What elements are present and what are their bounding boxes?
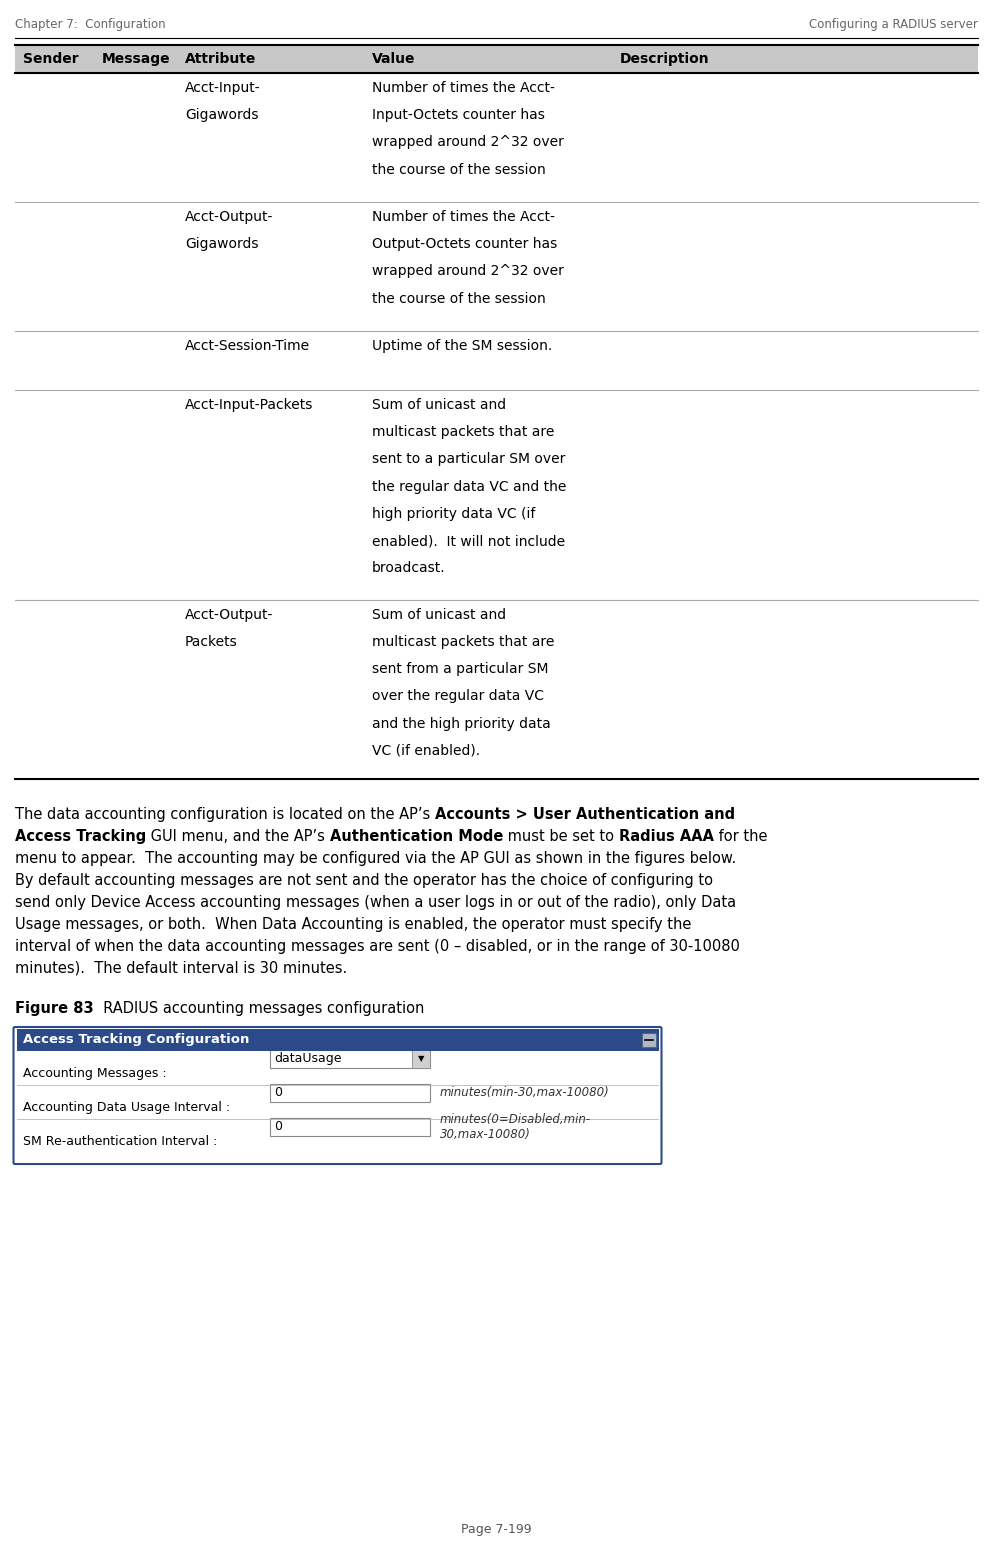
Text: Accounting Data Usage Interval :: Accounting Data Usage Interval : — [23, 1100, 230, 1114]
Text: By default accounting messages are not sent and the operator has the choice of c: By default accounting messages are not s… — [15, 872, 713, 887]
Text: send only Device Access accounting messages (when a user logs in or out of the r: send only Device Access accounting messa… — [15, 895, 736, 909]
Text: SM Re-authentication Interval :: SM Re-authentication Interval : — [23, 1134, 217, 1147]
Text: Acct-Output-
Gigawords: Acct-Output- Gigawords — [185, 210, 273, 252]
Text: Radius AAA: Radius AAA — [619, 828, 714, 844]
Text: must be set to: must be set to — [503, 828, 619, 844]
Bar — [412, 1049, 430, 1068]
Text: Chapter 7:  Configuration: Chapter 7: Configuration — [15, 19, 166, 31]
Bar — [17, 1029, 658, 1051]
Text: The data accounting configuration is located on the AP’s: The data accounting configuration is loc… — [15, 807, 435, 822]
Text: Acct-Input-
Gigawords: Acct-Input- Gigawords — [185, 81, 260, 123]
Text: Sender: Sender — [23, 51, 78, 65]
Text: interval of when the data accounting messages are sent (0 – disabled, or in the : interval of when the data accounting mes… — [15, 939, 740, 954]
Text: Access Tracking: Access Tracking — [15, 828, 146, 844]
Text: 0: 0 — [274, 1120, 282, 1133]
Text: GUI menu, and the AP’s: GUI menu, and the AP’s — [146, 828, 330, 844]
Text: minutes(min-30,max-10080): minutes(min-30,max-10080) — [440, 1086, 610, 1099]
Text: Uptime of the SM session.: Uptime of the SM session. — [371, 339, 552, 353]
Text: Figure 83: Figure 83 — [15, 1001, 93, 1015]
FancyBboxPatch shape — [14, 1027, 661, 1164]
Text: Number of times the Acct-
Output-Octets counter has
wrapped around 2^32 over
the: Number of times the Acct- Output-Octets … — [371, 210, 563, 306]
Text: 0: 0 — [274, 1086, 282, 1099]
Text: minutes).  The default interval is 30 minutes.: minutes). The default interval is 30 min… — [15, 960, 348, 976]
Text: Usage messages, or both.  When Data Accounting is enabled, the operator must spe: Usage messages, or both. When Data Accou… — [15, 917, 691, 931]
Text: Configuring a RADIUS server: Configuring a RADIUS server — [809, 19, 978, 31]
Text: Acct-Output-
Packets: Acct-Output- Packets — [185, 608, 273, 650]
Bar — [270, 1083, 430, 1102]
Bar — [270, 1049, 430, 1068]
Text: RADIUS accounting messages configuration: RADIUS accounting messages configuration — [93, 1001, 424, 1015]
Text: Page 7-199: Page 7-199 — [461, 1523, 532, 1535]
Text: dataUsage: dataUsage — [274, 1052, 342, 1064]
Text: ▼: ▼ — [418, 1054, 424, 1063]
Text: menu to appear.  The accounting may be configured via the AP GUI as shown in the: menu to appear. The accounting may be co… — [15, 850, 736, 866]
Text: Description: Description — [620, 51, 710, 65]
Bar — [15, 45, 978, 73]
Text: Value: Value — [371, 51, 415, 65]
Bar — [642, 1032, 656, 1046]
Text: minutes(0=Disabled,min-
30,max-10080): minutes(0=Disabled,min- 30,max-10080) — [440, 1113, 591, 1141]
Text: Accounting Messages :: Accounting Messages : — [23, 1066, 167, 1080]
Text: Acct-Input-Packets: Acct-Input-Packets — [185, 398, 313, 412]
Text: Authentication Mode: Authentication Mode — [330, 828, 503, 844]
Text: Message: Message — [102, 51, 171, 65]
Bar — [270, 1117, 430, 1136]
Text: Access Tracking Configuration: Access Tracking Configuration — [23, 1033, 249, 1046]
Text: Sum of unicast and
multicast packets that are
sent to a particular SM over
the r: Sum of unicast and multicast packets tha… — [371, 398, 566, 575]
Text: Number of times the Acct-
Input-Octets counter has
wrapped around 2^32 over
the : Number of times the Acct- Input-Octets c… — [371, 81, 563, 177]
Text: for the: for the — [714, 828, 768, 844]
Text: Accounts > User Authentication and: Accounts > User Authentication and — [435, 807, 735, 822]
Text: Acct-Session-Time: Acct-Session-Time — [185, 339, 310, 353]
Text: Attribute: Attribute — [185, 51, 256, 65]
Text: Sum of unicast and
multicast packets that are
sent from a particular SM
over the: Sum of unicast and multicast packets tha… — [371, 608, 554, 758]
